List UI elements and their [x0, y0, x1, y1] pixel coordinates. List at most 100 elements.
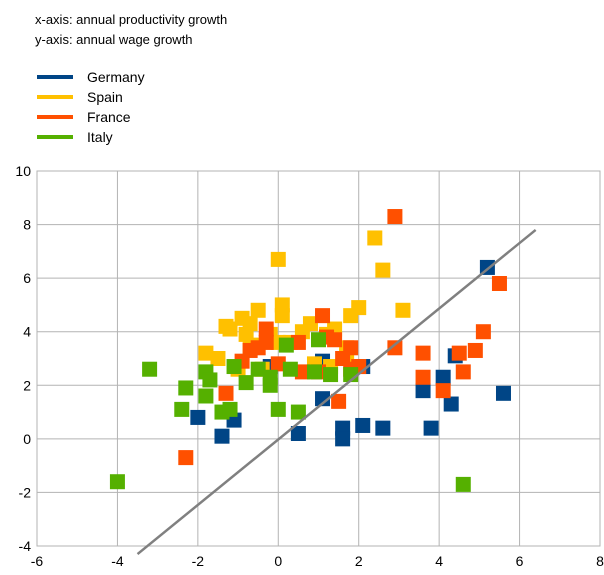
x-tick-label: -6	[31, 553, 44, 569]
data-point-italy	[174, 401, 190, 417]
data-point-italy	[290, 404, 306, 420]
data-point-italy	[198, 388, 214, 404]
x-tick-label: -4	[111, 553, 124, 569]
data-point-spain	[210, 351, 226, 366]
data-point-italy	[306, 364, 322, 380]
data-point-germany	[375, 420, 391, 436]
y-tick-label: 10	[15, 163, 31, 179]
y-tick-label: 4	[23, 324, 31, 340]
data-point-spain	[198, 345, 214, 361]
data-point-italy	[278, 337, 294, 353]
legend-swatch-france	[37, 115, 73, 119]
legend-label-spain: Spain	[87, 89, 123, 105]
data-point-france	[415, 345, 431, 361]
legend-label-germany: Germany	[87, 69, 145, 85]
data-point-italy	[323, 367, 339, 383]
data-point-germany	[315, 391, 331, 407]
y-tick-label: 8	[23, 217, 31, 233]
y-axis-note: y-axis: annual wage growth	[35, 32, 193, 47]
reference-line	[136, 228, 537, 556]
data-point-germany	[443, 396, 459, 412]
y-tick-label: 0	[23, 431, 31, 447]
data-point-spain	[395, 302, 411, 318]
legend-swatch-spain	[37, 95, 73, 99]
data-point-italy	[311, 332, 326, 348]
data-point-france	[327, 332, 343, 348]
data-point-spain	[375, 262, 391, 278]
legend-item-italy: Italy	[37, 127, 145, 147]
data-point-spain	[270, 251, 286, 267]
data-point-italy	[222, 401, 238, 417]
data-point-france	[415, 369, 431, 385]
data-point-italy	[455, 476, 471, 492]
data-point-france	[387, 209, 403, 225]
x-axis-note: x-axis: annual productivity growth	[35, 12, 228, 27]
data-point-germany	[435, 369, 451, 385]
data-point-italy	[238, 375, 254, 391]
data-point-france	[455, 364, 471, 380]
plot-frame	[36, 170, 601, 547]
data-point-spain	[242, 316, 258, 332]
data-points	[109, 209, 511, 492]
chart-legend: Germany Spain France Italy	[37, 67, 145, 147]
legend-swatch-italy	[37, 135, 73, 139]
legend-item-germany: Germany	[37, 67, 145, 87]
data-point-germany	[214, 428, 230, 444]
x-tick-label: 4	[435, 553, 443, 569]
x-tick-label: 0	[274, 553, 282, 569]
data-point-france	[270, 356, 286, 372]
legend-label-france: France	[87, 109, 131, 125]
x-tick-label: -2	[192, 553, 205, 569]
data-point-italy	[226, 359, 242, 375]
data-point-italy	[142, 361, 158, 377]
data-point-france	[387, 340, 403, 356]
grid-lines	[36, 170, 601, 547]
data-point-italy	[250, 361, 266, 377]
data-point-spain	[351, 300, 367, 316]
data-point-germany	[415, 383, 431, 399]
data-point-germany	[423, 420, 439, 436]
x-tick-label: 8	[596, 553, 604, 569]
data-point-france	[178, 450, 194, 466]
x-tick-label: 2	[355, 553, 363, 569]
data-point-france	[331, 393, 347, 409]
y-tick-label: -2	[19, 484, 32, 500]
y-tick-label: 2	[23, 377, 31, 393]
data-point-france	[491, 276, 507, 291]
data-point-france	[258, 321, 274, 337]
data-point-italy	[270, 401, 286, 417]
legend-item-spain: Spain	[37, 87, 145, 107]
data-point-germany	[335, 431, 351, 447]
data-point-spain	[274, 297, 290, 313]
data-point-spain	[302, 316, 318, 332]
data-point-france	[258, 334, 274, 350]
data-point-italy	[262, 377, 278, 393]
data-point-italy	[109, 474, 125, 490]
data-point-germany	[495, 385, 511, 401]
data-point-france	[451, 345, 467, 361]
data-point-france	[218, 385, 234, 401]
y-tick-label: -4	[19, 538, 32, 554]
data-point-italy	[202, 372, 218, 388]
data-point-france	[467, 342, 483, 358]
data-point-spain	[367, 230, 383, 246]
data-point-spain	[250, 302, 266, 318]
legend-swatch-germany	[37, 75, 73, 79]
data-point-france	[343, 340, 359, 356]
data-point-italy	[178, 380, 194, 396]
data-point-italy	[282, 361, 298, 377]
data-point-france	[435, 383, 451, 399]
y-tick-label: 6	[23, 270, 31, 286]
data-point-germany	[190, 409, 206, 425]
data-point-germany	[290, 426, 306, 441]
legend-item-france: France	[37, 107, 145, 127]
data-point-france	[290, 334, 306, 350]
data-point-spain	[222, 321, 238, 337]
data-point-france	[315, 308, 331, 324]
legend-label-italy: Italy	[87, 129, 113, 145]
data-point-france	[294, 364, 310, 380]
x-tick-label: 6	[516, 553, 524, 569]
data-point-france	[475, 324, 491, 340]
